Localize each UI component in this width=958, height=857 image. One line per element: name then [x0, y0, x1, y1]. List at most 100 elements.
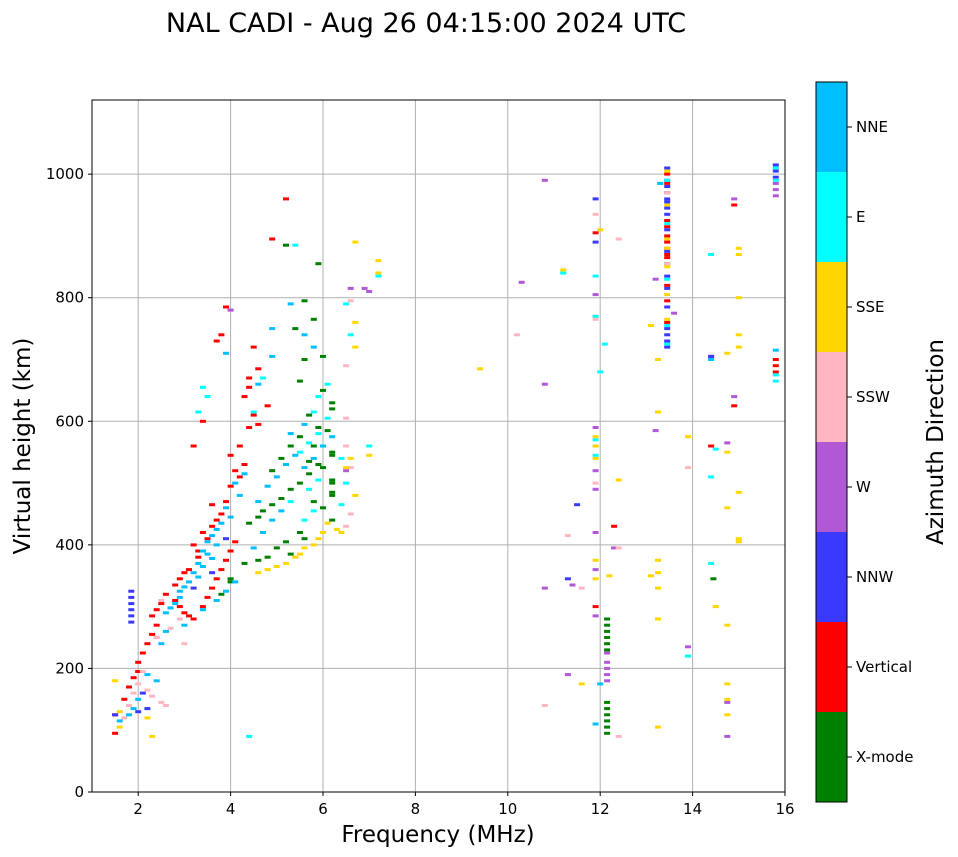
data-point	[724, 351, 731, 355]
data-point	[560, 271, 567, 275]
data-point	[564, 673, 571, 677]
data-point	[597, 370, 604, 374]
data-point	[604, 642, 611, 646]
data-point	[144, 716, 151, 720]
data-point	[541, 382, 548, 386]
data-point	[227, 577, 234, 581]
data-point	[375, 274, 382, 278]
data-point	[592, 212, 599, 216]
data-point	[135, 697, 142, 701]
data-point	[708, 444, 715, 448]
data-point	[278, 497, 285, 500]
data-point	[227, 549, 234, 553]
data-point	[611, 524, 618, 528]
data-point	[320, 444, 326, 448]
data-point	[153, 636, 160, 639]
data-point	[329, 478, 336, 482]
data-point	[167, 626, 174, 630]
data-point	[664, 191, 671, 195]
data-point	[772, 166, 779, 170]
data-point	[181, 642, 188, 646]
data-point	[296, 531, 303, 534]
data-point	[213, 543, 220, 547]
data-point	[259, 376, 266, 380]
data-point	[772, 373, 779, 377]
data-point	[227, 484, 234, 488]
data-point	[301, 466, 308, 470]
data-point	[592, 314, 599, 318]
data-point	[176, 605, 183, 609]
colorbar-segment-ssw	[816, 352, 847, 442]
data-point	[199, 565, 206, 568]
data-point	[664, 169, 671, 173]
data-point	[569, 583, 576, 587]
colorbar-labels: X-mode Vertical NNW W SSW SSE E NNE	[847, 118, 913, 766]
data-point	[236, 475, 243, 479]
data-point	[664, 293, 671, 297]
data-point	[664, 246, 671, 250]
data-point	[664, 305, 671, 309]
data-point	[735, 490, 742, 494]
colorbar-category-label: E	[856, 208, 865, 226]
data-point	[310, 410, 317, 414]
data-point	[772, 181, 779, 185]
data-point	[128, 614, 135, 618]
data-point	[153, 679, 160, 683]
data-point	[604, 636, 611, 639]
data-point	[664, 185, 671, 188]
data-point	[343, 524, 350, 528]
data-point	[283, 197, 289, 201]
data-point	[724, 682, 731, 686]
data-point	[664, 256, 671, 260]
data-point	[204, 540, 211, 544]
data-point	[162, 629, 169, 633]
data-point	[329, 450, 336, 454]
y-axis-ticks: 0 200 400 600 800 1000	[46, 165, 92, 801]
data-point	[301, 422, 308, 426]
data-point	[301, 358, 308, 361]
data-point	[657, 181, 664, 185]
data-point	[664, 320, 671, 324]
data-point	[664, 237, 671, 241]
data-point	[315, 426, 322, 429]
data-point	[343, 481, 350, 485]
data-point	[241, 472, 248, 476]
data-point	[320, 354, 326, 358]
data-point	[126, 713, 132, 717]
data-point	[204, 395, 211, 399]
data-point	[375, 271, 382, 275]
data-point	[664, 197, 671, 201]
data-point	[223, 537, 229, 541]
x-tick-label: 14	[683, 800, 702, 818]
data-point	[227, 515, 234, 519]
colorbar-segment-e	[816, 172, 847, 262]
data-point	[121, 716, 128, 720]
data-point	[181, 571, 188, 575]
colorbar-category-label: NNW	[856, 568, 893, 586]
data-point	[664, 253, 671, 256]
data-point	[218, 521, 225, 525]
data-point	[352, 320, 359, 324]
data-point	[112, 713, 119, 717]
data-point	[176, 589, 183, 593]
data-point	[592, 558, 599, 562]
data-point	[592, 231, 599, 235]
data-point	[232, 481, 239, 485]
data-point	[671, 311, 678, 315]
data-point	[181, 585, 188, 589]
data-point	[283, 463, 289, 466]
y-tick-label: 0	[74, 783, 84, 801]
data-point	[241, 561, 248, 565]
data-point	[269, 518, 276, 522]
data-point	[199, 419, 206, 423]
data-point	[162, 704, 169, 707]
data-point	[324, 429, 331, 433]
series-sse	[112, 169, 742, 738]
series-w	[227, 178, 779, 738]
data-point	[227, 580, 234, 584]
data-point	[232, 580, 239, 584]
data-point	[209, 524, 216, 528]
data-point	[186, 580, 192, 584]
data-point	[292, 243, 299, 247]
data-point	[648, 574, 654, 578]
